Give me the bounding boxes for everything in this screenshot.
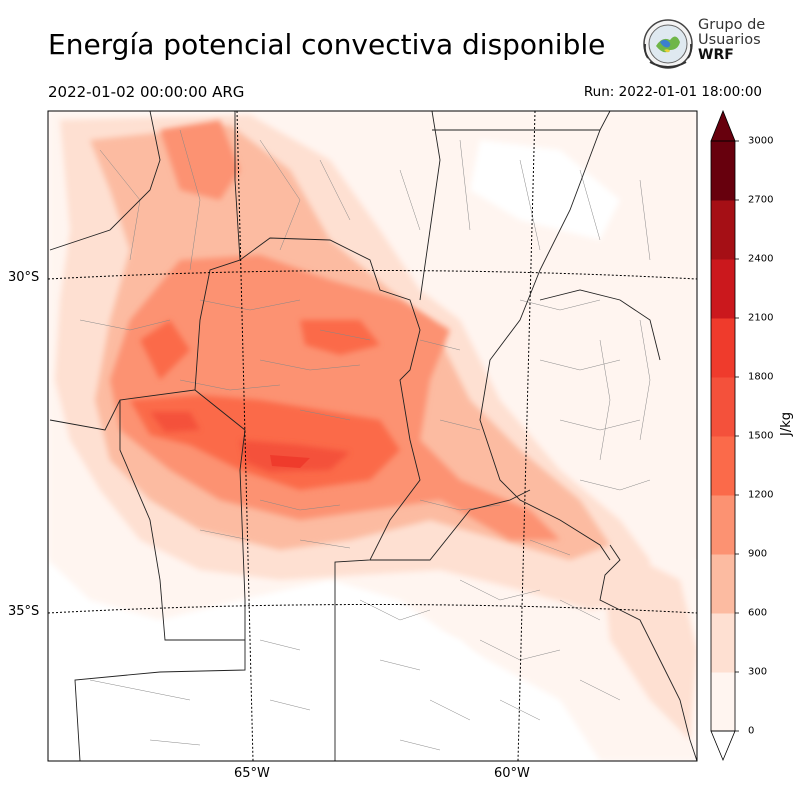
lat-label-30s: 30°S xyxy=(8,270,40,285)
colorbar-bin-7 xyxy=(711,259,735,319)
logo-line-1: Grupo de xyxy=(698,17,766,33)
colorbar-extend-max xyxy=(710,109,736,142)
colorbar-tick-label: 300 xyxy=(748,666,768,678)
colorbar-bin-0 xyxy=(711,672,735,732)
colorbar-tick-label: 0 xyxy=(748,725,755,737)
colorbar-tick-label: 900 xyxy=(748,548,768,560)
boundaries xyxy=(49,111,697,761)
globe-icon xyxy=(643,19,693,69)
map-frame xyxy=(47,110,698,762)
colorbar-tick-label: 3000 xyxy=(748,135,774,147)
valid-time: 2022-01-02 00:00:00 ARG xyxy=(48,83,245,101)
logo-line-2: Usuarios xyxy=(698,32,761,48)
colorbar-unit: J/kg xyxy=(779,412,794,436)
colorbar-bin-1 xyxy=(711,613,735,673)
colorbar-tick-label: 2700 xyxy=(748,194,774,206)
map-title: Energía potencial convectiva disponible xyxy=(48,28,606,61)
graticule xyxy=(48,111,697,761)
cape-field xyxy=(48,111,697,761)
run-time: Run: 2022-01-01 18:00:00 xyxy=(583,84,762,100)
lon-label-60w: 60°W xyxy=(494,766,530,781)
colorbar-bin-8 xyxy=(711,200,735,260)
colorbar-tick-label: 1500 xyxy=(748,430,774,442)
colorbar-bin-5 xyxy=(711,377,735,437)
colorbar-bin-4 xyxy=(711,436,735,496)
colorbar-tick-label: 2100 xyxy=(748,312,774,324)
colorbar-bin-2 xyxy=(711,554,735,614)
colorbar-tick-label: 1200 xyxy=(748,489,774,501)
colorbar-tick-label: 1800 xyxy=(748,371,774,383)
colorbar-bin-6 xyxy=(711,318,735,378)
logo-line-3: WRF xyxy=(698,47,734,63)
lat-label-35s: 35°S xyxy=(8,604,40,619)
colorbar-tick-label: 2400 xyxy=(748,253,774,265)
colorbar-tick-label: 600 xyxy=(748,607,768,619)
wrf-logo: Grupo de Usuarios WRF xyxy=(638,16,768,74)
lon-label-65w: 65°W xyxy=(234,766,270,781)
colorbar xyxy=(710,109,739,762)
colorbar-bin-9 xyxy=(711,141,735,201)
colorbar-bin-3 xyxy=(711,495,735,555)
colorbar-extend-min xyxy=(710,730,736,762)
